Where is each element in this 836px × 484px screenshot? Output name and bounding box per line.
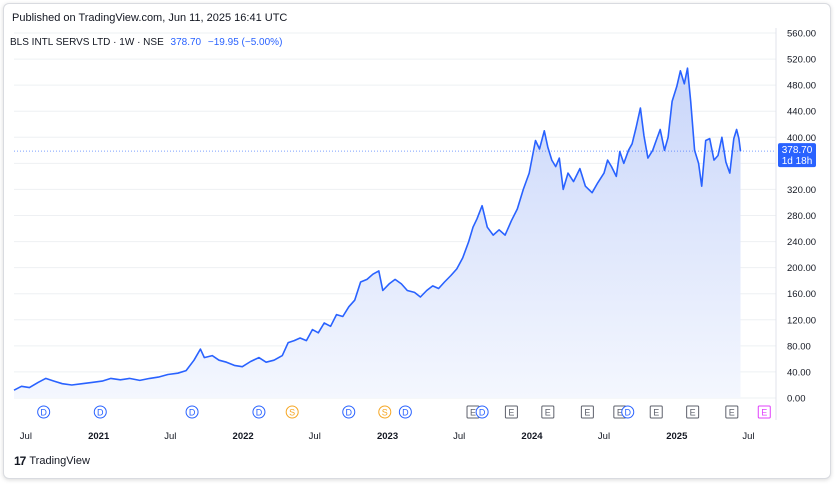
split-marker-shape <box>378 405 392 419</box>
split-marker-label: S <box>289 408 295 418</box>
price-label-value: 378.70 <box>782 145 813 156</box>
tradingview-brand: TradingView <box>29 455 90 467</box>
dividend-marker[interactable]: D <box>398 405 412 419</box>
earnings-marker-shape <box>580 405 594 419</box>
earnings-marker-label: E <box>617 408 623 418</box>
dividend-marker-label: D <box>402 408 409 418</box>
dividend-marker-shape <box>252 405 266 419</box>
split-marker[interactable]: S <box>378 405 392 419</box>
dividend-marker-label: D <box>624 408 631 418</box>
dividend-marker-shape <box>475 405 489 419</box>
earnings-marker-shape <box>541 405 555 419</box>
x-tick-label: Jul <box>309 431 321 442</box>
dividend-marker[interactable]: D <box>621 405 635 419</box>
dividend-marker-label: D <box>97 408 104 418</box>
earnings-marker[interactable]: E <box>504 405 518 419</box>
upcoming-earnings-marker-shape <box>757 405 771 419</box>
y-tick-label: 200.00 <box>787 263 816 274</box>
x-tick-label: 2021 <box>88 431 110 442</box>
price-label: 378.70 1d 18h <box>778 143 816 168</box>
x-tick-label: Jul <box>453 431 465 442</box>
symbol-legend[interactable]: BLS INTL SERVS LTD · 1W · NSE 378.70 −19… <box>10 37 282 48</box>
x-tick-label: 2022 <box>233 431 254 442</box>
earnings-marker-shape <box>504 405 518 419</box>
dividend-marker-shape <box>185 405 199 419</box>
dividend-marker[interactable]: D <box>475 405 489 419</box>
y-tick-label: 80.00 <box>787 341 811 352</box>
dividend-marker-label: D <box>479 408 486 418</box>
price-line-series <box>13 67 742 391</box>
y-tick-label: 120.00 <box>787 315 816 326</box>
price-label-countdown: 1d 18h <box>782 156 813 167</box>
tradingview-footer[interactable]: 17 TradingView <box>14 454 90 468</box>
earnings-marker[interactable]: E <box>686 405 700 419</box>
price-line <box>13 67 742 391</box>
dividend-marker-shape <box>342 405 356 419</box>
price-area-fill <box>14 68 741 398</box>
x-tick-label: 2024 <box>521 431 543 442</box>
earnings-marker-label: E <box>508 408 514 418</box>
dividend-marker-shape <box>398 405 412 419</box>
dividend-marker[interactable]: D <box>93 405 107 419</box>
y-tick-label: 400.00 <box>787 133 816 144</box>
symbol-change: −19.95 (−5.00%) <box>207 37 283 48</box>
earnings-marker[interactable]: E <box>725 405 739 419</box>
y-tick-label: 320.00 <box>787 185 816 196</box>
upcoming-earnings-marker-label: E <box>761 408 767 418</box>
split-marker-label: S <box>382 408 388 418</box>
tradingview-logo-icon: 17 <box>14 454 26 468</box>
x-tick-label: Jul <box>742 431 754 442</box>
earnings-marker-label: E <box>470 408 476 418</box>
dividend-marker-label: D <box>256 408 263 418</box>
y-tick-label: 240.00 <box>787 237 816 248</box>
y-tick-label: 560.00 <box>787 29 816 40</box>
dividend-marker-label: D <box>189 408 196 418</box>
y-tick-label: 480.00 <box>787 81 816 92</box>
split-marker-shape <box>285 405 299 419</box>
split-marker[interactable]: S <box>285 405 299 419</box>
earnings-marker-label: E <box>690 408 696 418</box>
y-tick-label: 0.00 <box>787 394 806 405</box>
x-tick-label: Jul <box>164 431 176 442</box>
upcoming-earnings-marker[interactable]: E <box>757 405 771 419</box>
time-axis[interactable]: Jul 2021 Jul 2022 Jul 2023 Jul 2024 Jul 2025 Jul <box>20 431 755 442</box>
x-tick-label: 2023 <box>377 431 398 442</box>
y-tick-label: 520.00 <box>787 55 816 66</box>
dividend-marker-shape <box>37 405 51 419</box>
earnings-marker-shape <box>649 405 663 419</box>
dividend-marker[interactable]: D <box>185 405 199 419</box>
earnings-marker[interactable]: E <box>466 405 480 419</box>
y-tick-label: 40.00 <box>787 367 811 378</box>
dividend-marker-shape <box>93 405 107 419</box>
y-tick-label: 440.00 <box>787 107 816 118</box>
published-caption: Published on TradingView.com, Jun 11, 20… <box>12 12 288 24</box>
price-area <box>14 68 741 398</box>
earnings-marker[interactable]: E <box>580 405 594 419</box>
dividend-marker-label: D <box>346 408 353 418</box>
price-label-box <box>778 143 816 168</box>
earnings-marker-label: E <box>545 408 551 418</box>
earnings-marker[interactable]: E <box>649 405 663 419</box>
dividend-marker[interactable]: D <box>252 405 266 419</box>
earnings-marker[interactable]: E <box>541 405 555 419</box>
earnings-marker-shape <box>686 405 700 419</box>
earnings-marker-shape <box>725 405 739 419</box>
price-axis[interactable]: 560.00520.00480.00440.00400.00360.00320.… <box>775 28 816 420</box>
dividend-marker[interactable]: D <box>37 405 51 419</box>
y-tick-label: 280.00 <box>787 211 816 222</box>
earnings-marker-label: E <box>584 408 590 418</box>
symbol-price: 378.70 <box>170 37 202 48</box>
dividend-marker[interactable]: D <box>342 405 356 419</box>
x-tick-label: 2025 <box>666 431 688 442</box>
x-tick-label: Jul <box>20 431 32 442</box>
symbol-name: BLS INTL SERVS LTD · 1W · NSE <box>10 37 164 48</box>
y-tick-label: 160.00 <box>787 289 816 300</box>
dividend-marker-label: D <box>40 408 47 418</box>
dividend-marker-shape <box>621 405 635 419</box>
earnings-marker-label: E <box>729 408 735 418</box>
earnings-marker-label: E <box>653 408 659 418</box>
x-tick-label: Jul <box>598 431 610 442</box>
